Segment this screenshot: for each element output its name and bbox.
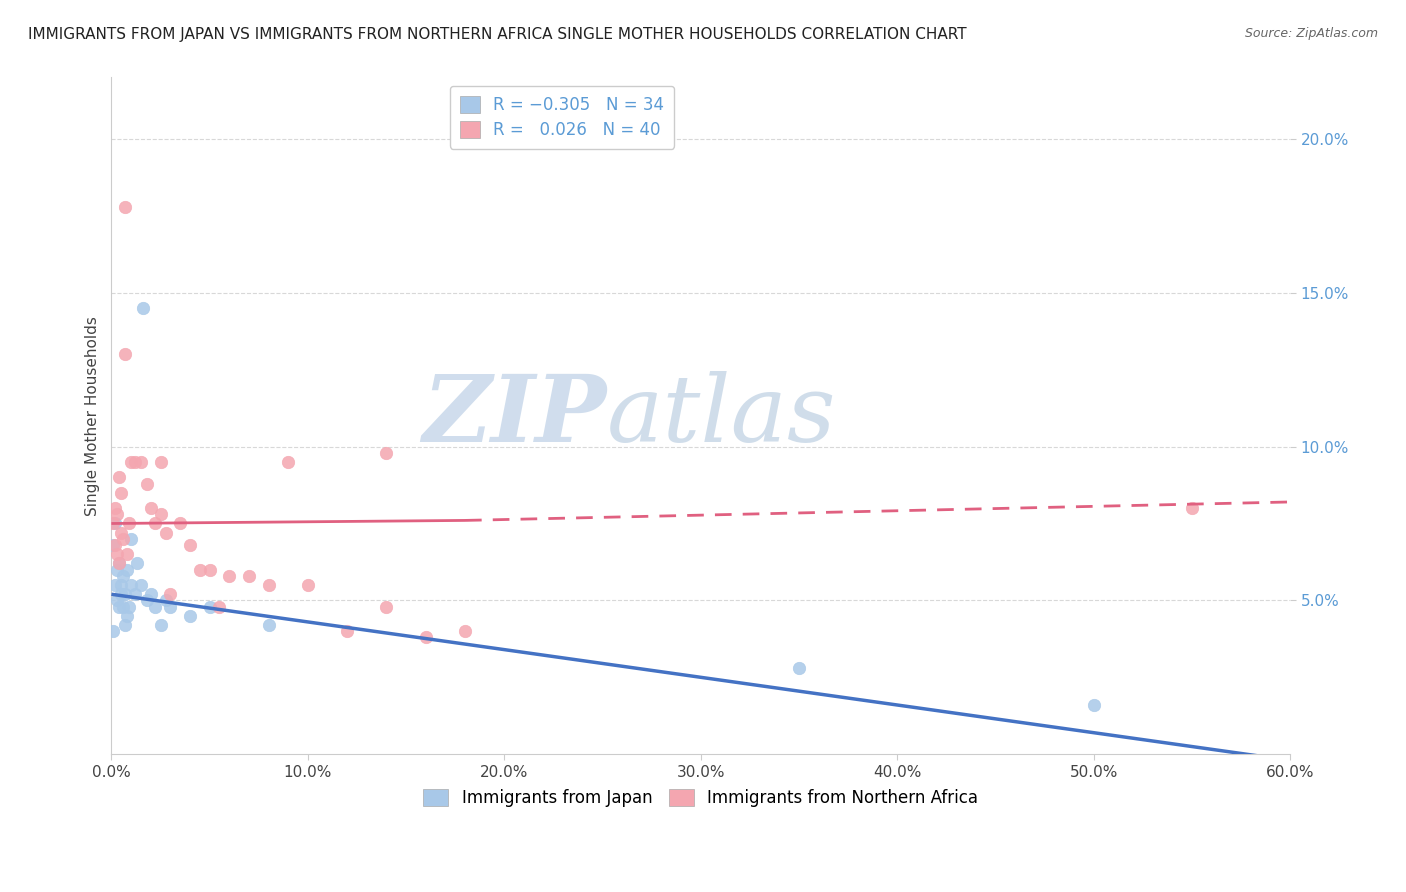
Point: [103, 624, 125, 639]
Point: [238, 569, 260, 583]
Point: [110, 485, 132, 500]
Point: [104, 501, 127, 516]
Point: [129, 455, 152, 469]
Point: [218, 569, 240, 583]
Point: [155, 525, 177, 540]
Point: [1181, 501, 1204, 516]
Point: [104, 578, 127, 592]
Point: [179, 608, 201, 623]
Text: ZIP: ZIP: [422, 371, 606, 461]
Point: [257, 618, 280, 632]
Y-axis label: Single Mother Households: Single Mother Households: [86, 316, 100, 516]
Point: [277, 455, 299, 469]
Text: atlas: atlas: [606, 371, 837, 461]
Point: [297, 578, 319, 592]
Point: [105, 593, 128, 607]
Point: [105, 547, 128, 561]
Point: [112, 569, 135, 583]
Point: [169, 516, 191, 531]
Point: [124, 455, 146, 469]
Text: Source: ZipAtlas.com: Source: ZipAtlas.com: [1244, 27, 1378, 40]
Point: [108, 557, 131, 571]
Point: [1083, 698, 1105, 712]
Point: [114, 618, 136, 632]
Point: [208, 599, 231, 614]
Point: [188, 563, 211, 577]
Point: [103, 516, 125, 531]
Point: [139, 587, 162, 601]
Point: [149, 618, 172, 632]
Point: [120, 532, 142, 546]
Point: [105, 508, 128, 522]
Point: [257, 578, 280, 592]
Point: [135, 476, 157, 491]
Point: [129, 578, 152, 592]
Point: [118, 516, 141, 531]
Point: [179, 538, 201, 552]
Text: IMMIGRANTS FROM JAPAN VS IMMIGRANTS FROM NORTHERN AFRICA SINGLE MOTHER HOUSEHOLD: IMMIGRANTS FROM JAPAN VS IMMIGRANTS FROM…: [28, 27, 967, 42]
Point: [149, 508, 172, 522]
Point: [110, 525, 132, 540]
Point: [132, 301, 155, 315]
Point: [103, 538, 125, 552]
Point: [125, 557, 148, 571]
Point: [110, 578, 132, 592]
Point: [149, 455, 172, 469]
Point: [198, 599, 221, 614]
Point: [787, 661, 810, 675]
Point: [105, 563, 128, 577]
Point: [114, 200, 136, 214]
Point: [159, 587, 181, 601]
Point: [115, 608, 138, 623]
Point: [104, 538, 127, 552]
Point: [114, 587, 136, 601]
Point: [336, 624, 359, 639]
Point: [118, 599, 141, 614]
Point: [139, 501, 162, 516]
Point: [114, 347, 136, 361]
Point: [415, 630, 437, 644]
Point: [124, 587, 146, 601]
Point: [115, 563, 138, 577]
Point: [112, 599, 135, 614]
Point: [375, 599, 398, 614]
Point: [143, 516, 166, 531]
Point: [155, 593, 177, 607]
Point: [115, 547, 138, 561]
Point: [143, 599, 166, 614]
Point: [120, 578, 142, 592]
Point: [159, 599, 181, 614]
Point: [108, 557, 131, 571]
Point: [375, 446, 398, 460]
Point: [104, 516, 127, 531]
Point: [454, 624, 477, 639]
Point: [135, 593, 157, 607]
Point: [112, 532, 135, 546]
Point: [120, 455, 142, 469]
Legend: Immigrants from Japan, Immigrants from Northern Africa: Immigrants from Japan, Immigrants from N…: [416, 782, 984, 814]
Point: [198, 563, 221, 577]
Point: [108, 470, 131, 484]
Point: [110, 587, 132, 601]
Point: [108, 599, 131, 614]
